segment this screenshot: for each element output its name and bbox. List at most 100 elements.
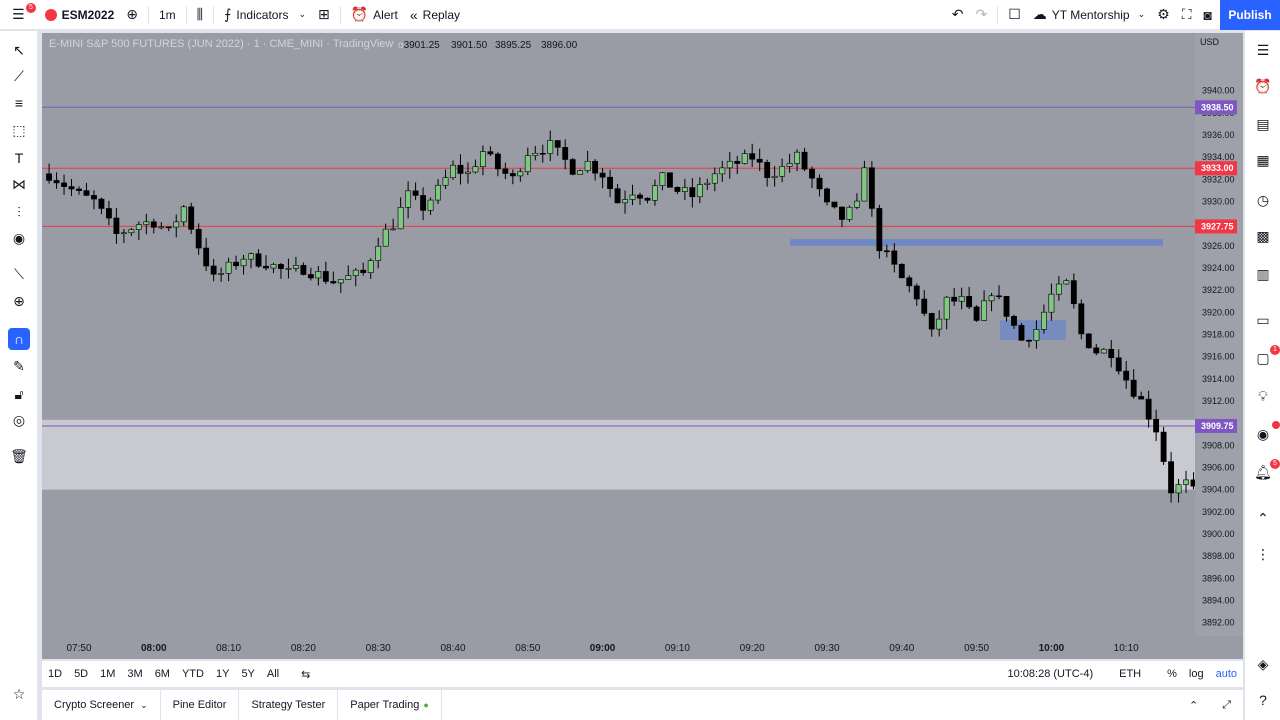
ideas-button[interactable]: ▥	[1252, 263, 1274, 285]
layout-name: YT Mentorship	[1051, 7, 1130, 22]
zoom-tool[interactable]: ⊕	[8, 290, 30, 312]
log-toggle[interactable]: log	[1188, 668, 1204, 680]
undo-button[interactable]: ↶	[946, 0, 970, 30]
clock[interactable]: 10:08:28 (UTC-4)	[1007, 668, 1094, 680]
ideas-stream-button[interactable]: 💡︎	[1252, 385, 1274, 407]
favorites-tool[interactable]: ☆	[8, 683, 30, 705]
range-button-all[interactable]: All	[266, 668, 280, 680]
range-button-5d[interactable]: 5D	[74, 668, 89, 680]
fib-tool[interactable]: ≡	[8, 92, 30, 114]
trend-button[interactable]: ⌃	[1252, 507, 1274, 529]
remove-drawings-tool[interactable]: 🗑︎	[8, 445, 30, 467]
candle-body	[307, 274, 314, 279]
bell-icon: 🔔︎	[1254, 463, 1272, 480]
redo-button[interactable]: ↷	[970, 0, 994, 30]
measure-tool[interactable]: ⟍	[8, 263, 30, 285]
tab-strategy-tester[interactable]: Strategy Tester	[239, 690, 339, 720]
candle-body	[883, 250, 890, 253]
range-button-1d[interactable]: 1D	[48, 668, 63, 680]
streams-button[interactable]: ◉	[1252, 421, 1280, 445]
price-tick-label: 3932.00	[1202, 174, 1235, 184]
tab-paper-trading[interactable]: Paper Trading ●	[338, 690, 442, 720]
help-button[interactable]: ?	[1252, 689, 1274, 711]
drawn-rectangle[interactable]	[1000, 320, 1066, 341]
menu-button[interactable]: ☰ 5	[0, 0, 36, 30]
cursor-icon: ↖	[13, 41, 25, 58]
dom-button[interactable]: ⋮	[1252, 543, 1274, 565]
indicators-button[interactable]: ⨍ Indicators ⌄	[218, 0, 312, 30]
fullscreen-button[interactable]: ⛶	[1176, 0, 1198, 30]
alerts-button[interactable]: ⏰	[1252, 75, 1274, 97]
range-button-1m[interactable]: 1M	[100, 668, 116, 680]
private-chat-button[interactable]: ▢ 1	[1252, 345, 1280, 369]
visibility-tool[interactable]: ◉	[8, 227, 30, 249]
price-chart[interactable]: 3940.003938.003936.003934.003932.003930.…	[42, 33, 1243, 659]
maximize-panel-button[interactable]: ⤢	[1210, 690, 1243, 720]
auto-toggle[interactable]: auto	[1215, 668, 1237, 680]
cursor-tool[interactable]: ↖	[8, 39, 30, 61]
layout-name-button[interactable]: ☁ YT Mentorship ⌄	[1027, 0, 1151, 30]
pattern-tool[interactable]: ⋈	[8, 173, 30, 195]
text-tool[interactable]: T	[8, 147, 30, 169]
currency-label[interactable]: USD	[1200, 37, 1220, 47]
candle-body	[689, 187, 696, 198]
calendar-button[interactable]: ▩	[1252, 225, 1274, 247]
range-buttons: 1D 5D 1M 3M 6M YTD 1Y 5Y All	[42, 668, 285, 680]
range-button-1y[interactable]: 1Y	[215, 668, 230, 680]
time-tick-label: 08:50	[515, 643, 540, 654]
range-button-ytd[interactable]: YTD	[181, 668, 204, 680]
hotlist-button[interactable]: ◷	[1252, 189, 1274, 211]
data-window-button[interactable]: ▤	[1252, 113, 1274, 135]
session-button[interactable]: ETH	[1119, 668, 1142, 680]
rectangle-icon: ⬚	[12, 121, 26, 138]
range-button-5y[interactable]: 5Y	[241, 668, 255, 680]
compare-symbol-button[interactable]: ⊕	[120, 0, 144, 30]
snapshot-button[interactable]: ◙	[1198, 0, 1218, 30]
alert-button[interactable]: ⏰ Alert	[345, 0, 404, 30]
forecast-tool[interactable]: ⫶	[8, 201, 30, 223]
collapse-panel-button[interactable]: ⌃	[1177, 690, 1210, 720]
range-button-3m[interactable]: 3M	[127, 668, 143, 680]
widget-sidebar: ☰ ⏰ ▤ ▦ ◷ ▩ ▥ ▭ ▢ 1 💡︎ ◉ 🔔︎ 5 ⌃ ⋮ ◈ ?	[1244, 31, 1280, 720]
news-button[interactable]: ▦	[1252, 149, 1274, 171]
drawn-rectangle[interactable]	[790, 239, 1163, 246]
candle-body	[360, 269, 367, 273]
shapes-tool[interactable]: ⬚	[8, 119, 30, 141]
range-button-6m[interactable]: 6M	[154, 668, 170, 680]
percent-toggle[interactable]: %	[1167, 668, 1177, 680]
watchlist-button[interactable]: ☰	[1252, 39, 1274, 61]
ruler-icon: ⟍	[14, 265, 24, 282]
hide-drawings-tool[interactable]: ◎	[8, 409, 30, 431]
candle-body	[248, 253, 254, 260]
trendline-tool[interactable]: ⟋	[8, 65, 30, 87]
chart-type-button[interactable]: ⫼	[191, 0, 209, 30]
templates-button[interactable]: ⊞	[312, 0, 336, 30]
settings-button[interactable]: ⚙	[1151, 0, 1176, 30]
interval-button[interactable]: 1m	[159, 7, 176, 22]
price-tick-label: 3924.00	[1202, 263, 1235, 273]
stay-drawing-tool[interactable]: ✎	[8, 355, 30, 377]
alert-label: Alert	[373, 7, 398, 22]
goto-date-button[interactable]: ⇆	[295, 668, 316, 681]
tab-crypto-screener[interactable]: Crypto Screener ⌄	[42, 690, 161, 720]
candle-body	[1183, 479, 1189, 485]
candle-body	[824, 188, 830, 203]
chat-button[interactable]: ▭	[1252, 309, 1274, 331]
chart-pane[interactable]: 3940.003938.003936.003934.003932.003930.…	[42, 33, 1243, 659]
publish-button[interactable]: Publish	[1220, 0, 1280, 30]
candle-body	[1063, 280, 1070, 285]
layout-select-button[interactable]: ☐	[1002, 0, 1027, 30]
candle-body	[554, 140, 561, 148]
star-icon: ☆	[12, 685, 26, 702]
magnet-tool[interactable]: ∩	[8, 328, 30, 350]
dom-icon: ⋮	[1256, 545, 1270, 562]
lock-drawings-tool[interactable]: 🔓︎	[8, 383, 30, 405]
chat-badge: 1	[1270, 345, 1280, 355]
tab-pine-editor[interactable]: Pine Editor	[161, 690, 240, 720]
symbol-search[interactable]: ESM2022	[39, 0, 121, 30]
price-scale[interactable]	[1195, 33, 1243, 636]
candle-body	[1130, 379, 1137, 397]
replay-button[interactable]: « Replay	[404, 0, 466, 30]
layers-button[interactable]: ◈	[1252, 653, 1274, 675]
notifications-button[interactable]: 🔔︎ 5	[1252, 459, 1280, 483]
